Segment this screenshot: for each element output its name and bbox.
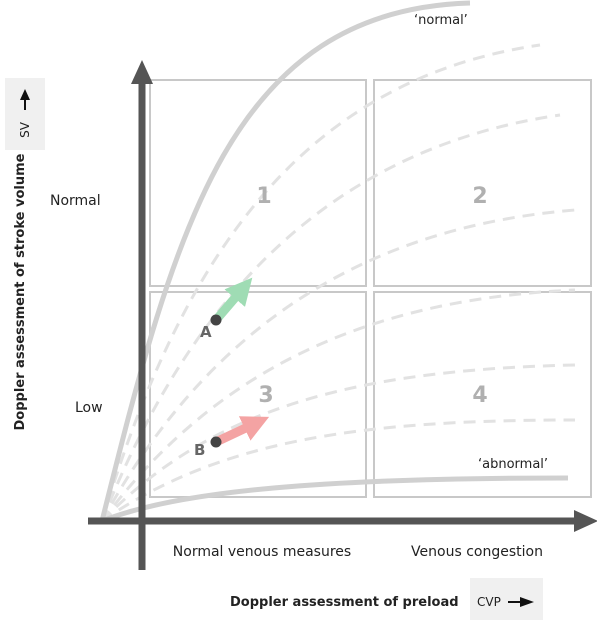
x-column-venous-congestion: Venous congestion (411, 544, 543, 560)
quadrant-1-box (149, 79, 367, 287)
quadrant-3-box (149, 291, 367, 498)
sv-key-label: SV (18, 121, 32, 138)
dashed-curve-6 (101, 418, 576, 523)
dashed-curve-5 (100, 363, 576, 523)
y-axis-arrowhead (131, 60, 153, 84)
point-a-arrow (212, 277, 253, 323)
dashed-curve-2 (100, 113, 561, 522)
cvp-key-box (470, 578, 543, 620)
quadrant-3-number: 3 (258, 383, 273, 408)
abnormal-curve-label: ‘abnormal’ (478, 457, 548, 472)
sv-key-up-arrow-icon (20, 89, 30, 110)
quadrant-4-box (373, 291, 592, 498)
intermediate-curves (100, 43, 576, 523)
point-b-label: B (194, 441, 205, 459)
cvp-key-label: CVP (477, 595, 501, 609)
dashed-curve-1 (100, 43, 541, 522)
abnormal-curve (101, 475, 569, 524)
dashed-curve-3 (100, 208, 576, 522)
x-column-normal-venous: Normal venous measures (173, 544, 351, 560)
point-b-arrow (214, 416, 270, 447)
point-a-dot (210, 314, 222, 326)
y-level-normal: Normal (50, 193, 101, 209)
quadrant-2-box (373, 79, 592, 287)
x-axis-title: Doppler assessment of preload (230, 595, 459, 610)
y-axis-title: Doppler assessment of stroke volume (13, 153, 28, 430)
y-level-low: Low (75, 400, 103, 416)
cvp-key-right-arrow-icon (508, 597, 534, 607)
dashed-curve-4 (100, 288, 576, 522)
normal-curve (99, 0, 471, 522)
x-axis-arrowhead (574, 510, 597, 532)
point-a-label: A (200, 323, 212, 341)
sv-key-box (5, 78, 45, 150)
normal-curve-label: ‘normal’ (414, 13, 468, 28)
quadrant-1-number: 1 (256, 184, 271, 209)
point-b-dot (210, 436, 222, 448)
quadrant-4-number: 4 (472, 383, 487, 408)
quadrant-2-number: 2 (472, 184, 487, 209)
